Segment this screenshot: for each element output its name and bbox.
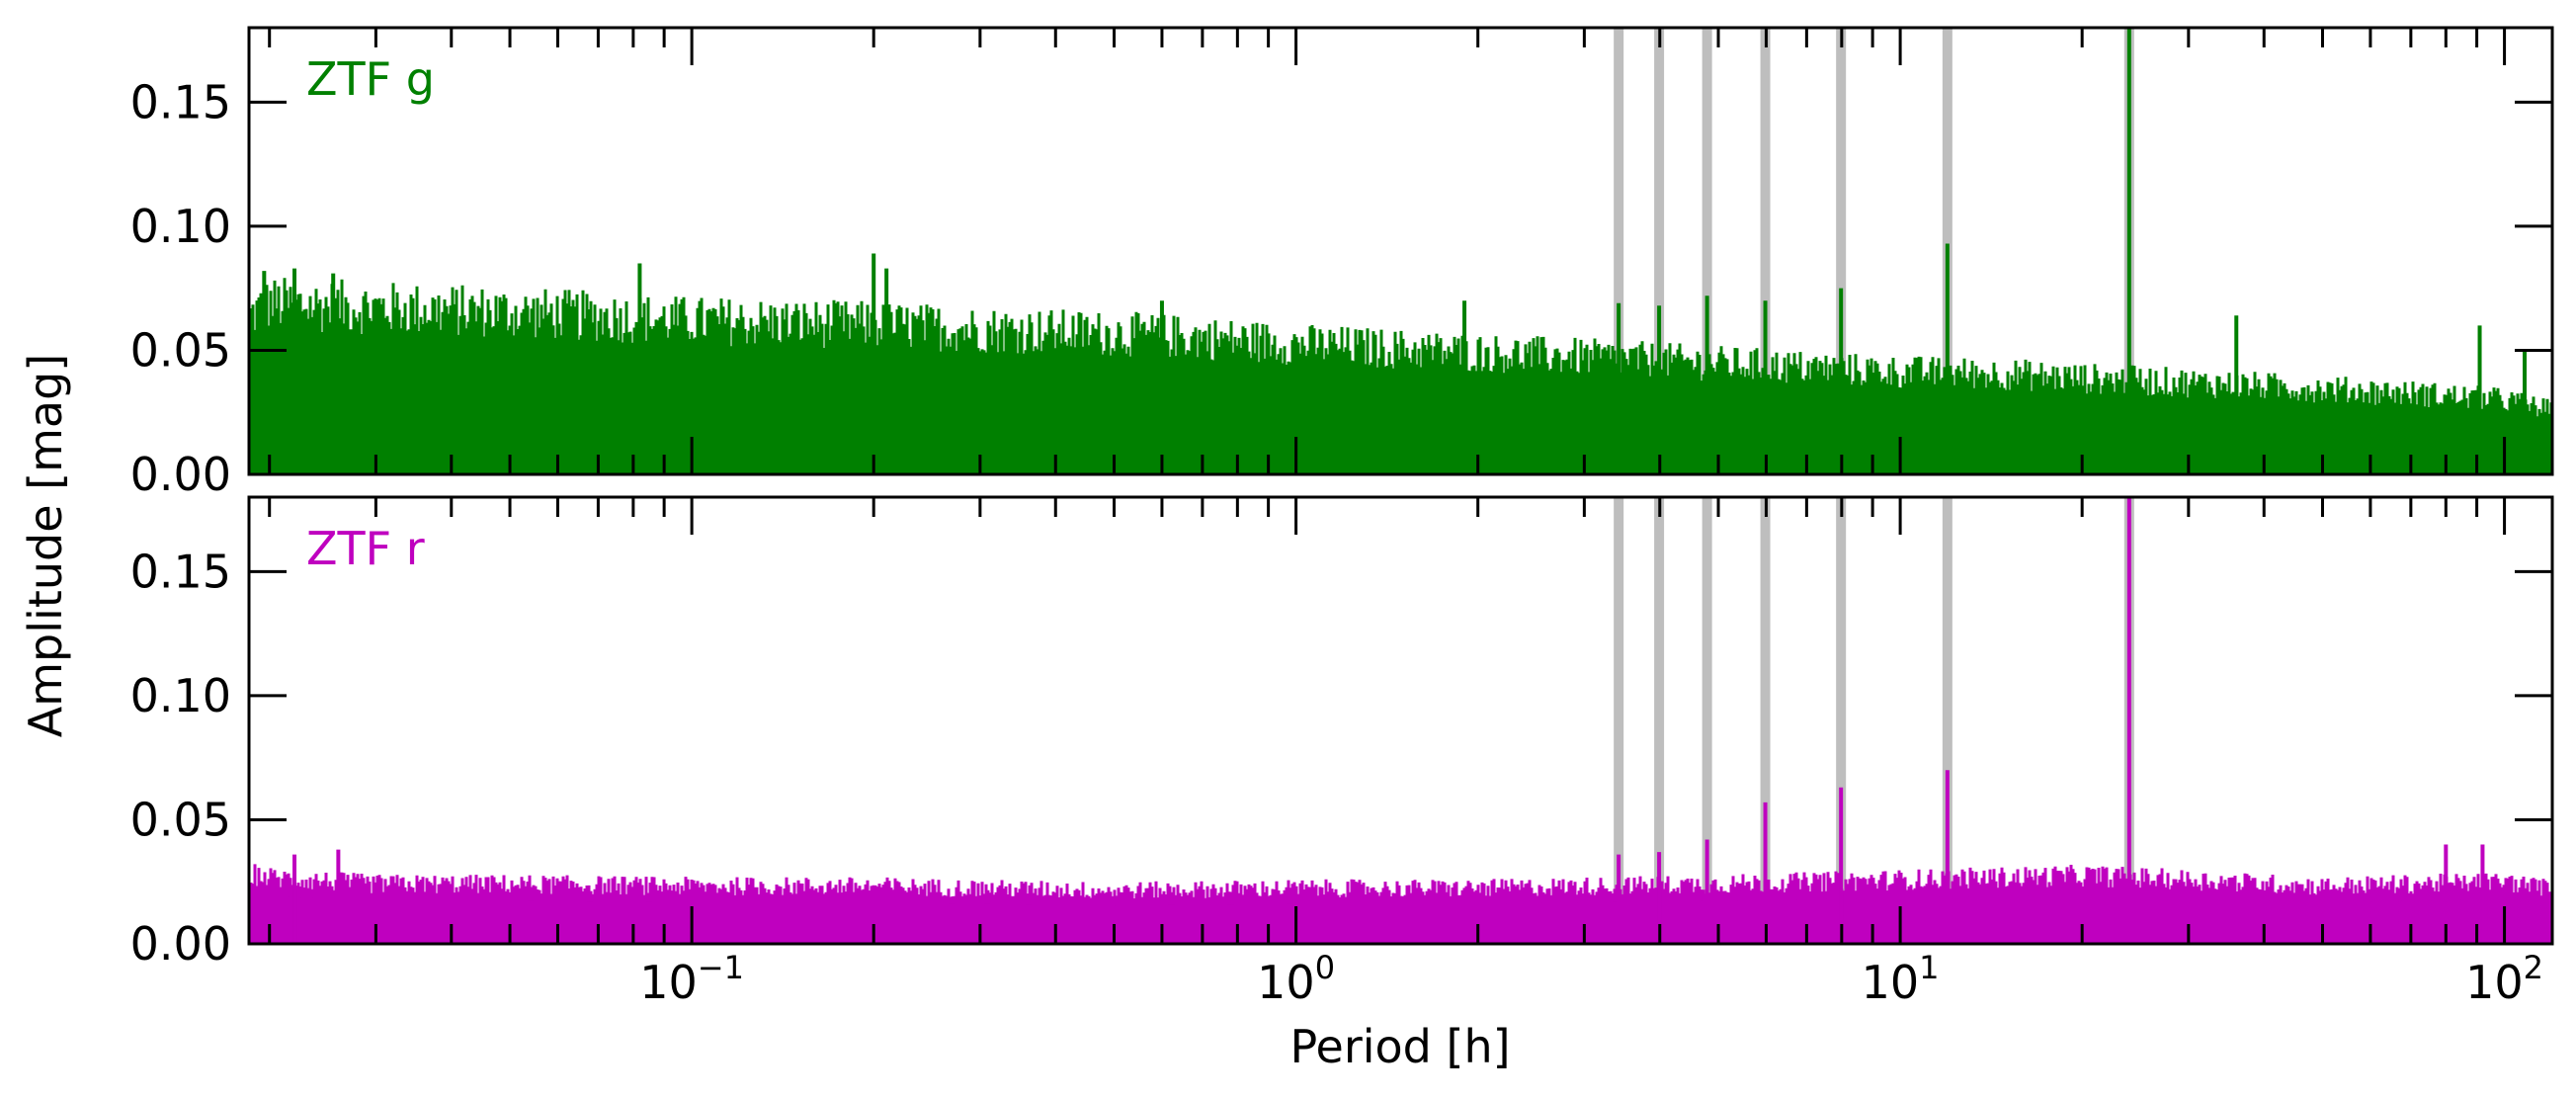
y-tick-label: 0.05 xyxy=(130,793,231,846)
axes-frame xyxy=(247,26,2554,476)
axes-frame xyxy=(247,495,2554,946)
x-tick-label: 102 xyxy=(2465,949,2543,1009)
y-tick-label: 0.00 xyxy=(130,448,231,501)
highlight-band xyxy=(1654,497,1665,944)
highlight-band xyxy=(1614,28,1624,474)
panel-label: ZTF r xyxy=(306,522,425,575)
periodogram-fill xyxy=(249,892,2552,944)
highlight-band xyxy=(1760,497,1771,944)
y-tick-label: 0.15 xyxy=(130,545,231,598)
periodogram-fill xyxy=(249,351,2552,474)
y-axis-label: Amplitude [mag] xyxy=(19,354,72,737)
highlight-band xyxy=(1760,28,1771,474)
highlight-band xyxy=(1836,28,1847,474)
x-tick-labels: 10−1 100 101 102 xyxy=(639,949,2543,1009)
plot-area xyxy=(249,497,2552,944)
y-tick-label: 0.05 xyxy=(130,323,231,377)
y-tick-label: 0.10 xyxy=(130,200,231,253)
x-tick-label: 10−1 xyxy=(639,949,744,1009)
highlight-band xyxy=(1836,497,1847,944)
highlight-band xyxy=(1942,497,1953,944)
plot-area xyxy=(249,28,2552,474)
panel-ztf-r: 0.00 0.05 0.10 0.15 ZTF r xyxy=(130,495,2554,971)
y-tick-label: 0.00 xyxy=(130,917,231,971)
x-axis-label: Period [h] xyxy=(1289,1020,1510,1073)
highlight-band xyxy=(1702,497,1712,944)
panel-label: ZTF g xyxy=(306,52,435,106)
y-tick-label: 0.10 xyxy=(130,669,231,722)
x-tick-label: 101 xyxy=(1862,949,1940,1009)
highlight-band xyxy=(1702,28,1712,474)
x-tick-label: 100 xyxy=(1257,949,1335,1009)
y-tick-label: 0.15 xyxy=(130,75,231,128)
highlight-band xyxy=(1614,497,1624,944)
panel-ztf-g: 0.00 0.05 0.10 0.15 ZTF g xyxy=(130,26,2554,501)
highlight-band xyxy=(1654,28,1665,474)
